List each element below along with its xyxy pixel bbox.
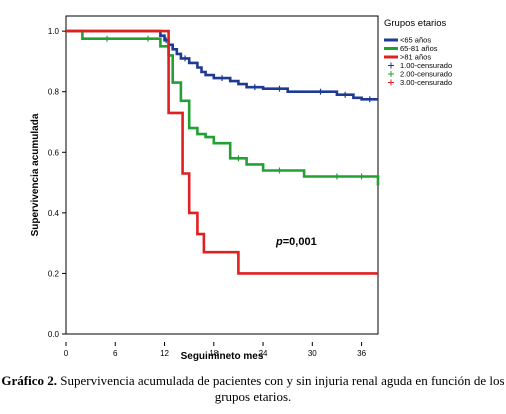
p-value-prefix: p (275, 236, 283, 248)
survival-line (66, 29, 380, 186)
legend-label: <65 años (400, 36, 431, 45)
p-value-text: =0,001 (283, 236, 317, 248)
legend-label: 1.00-censurado (400, 61, 452, 70)
x-tick-label: 36 (357, 349, 366, 358)
y-axis-title: Supervivencia acumulada (30, 113, 41, 236)
x-tick-label: 0 (64, 349, 69, 358)
y-tick-label: 0.0 (48, 330, 60, 339)
x-tick-label: 18 (209, 349, 218, 358)
legend-label: 3.00-censurado (400, 78, 452, 87)
censor-layer (106, 35, 371, 180)
legend-title: Grupos etarios (384, 18, 447, 29)
x-tick-label: 24 (259, 349, 268, 358)
legend-label: 2.00-censurado (400, 70, 452, 79)
caption-text: Supervivencia acumulada de pacientes con… (60, 373, 505, 404)
y-tick-label: 0.6 (48, 148, 60, 157)
y-tick-label: 1.0 (48, 27, 60, 36)
legend-label: >81 años (400, 53, 431, 62)
caption-label: Gráfico 2. (1, 373, 57, 388)
ticks-layer: 0 6 12 18 24 30 36 0.0 0.2 0.4 0.6 0.8 1.0 (48, 27, 367, 358)
legend-label: 65-81 años (400, 44, 438, 53)
survival-chart: 0 6 12 18 24 30 36 0.0 0.2 0.4 0.6 0.8 1.0 Supervive… (30, 15, 452, 362)
figure-caption: Gráfico 2. Supervivencia acumulada de pa… (0, 373, 506, 405)
y-tick-label: 0.4 (48, 209, 60, 218)
x-axis-title: Seguimineto mes (181, 351, 264, 362)
y-tick-label: 0.8 (48, 88, 60, 97)
p-value-annotation: p=0,001 (275, 236, 317, 248)
survival-line (66, 29, 378, 101)
survival-line (66, 29, 378, 275)
x-tick-label: 6 (113, 349, 118, 358)
y-tick-label: 0.2 (48, 269, 60, 278)
plot-frame (65, 15, 379, 335)
x-tick-label: 12 (160, 349, 169, 358)
x-tick-label: 30 (308, 349, 317, 358)
series-layer (66, 29, 380, 275)
